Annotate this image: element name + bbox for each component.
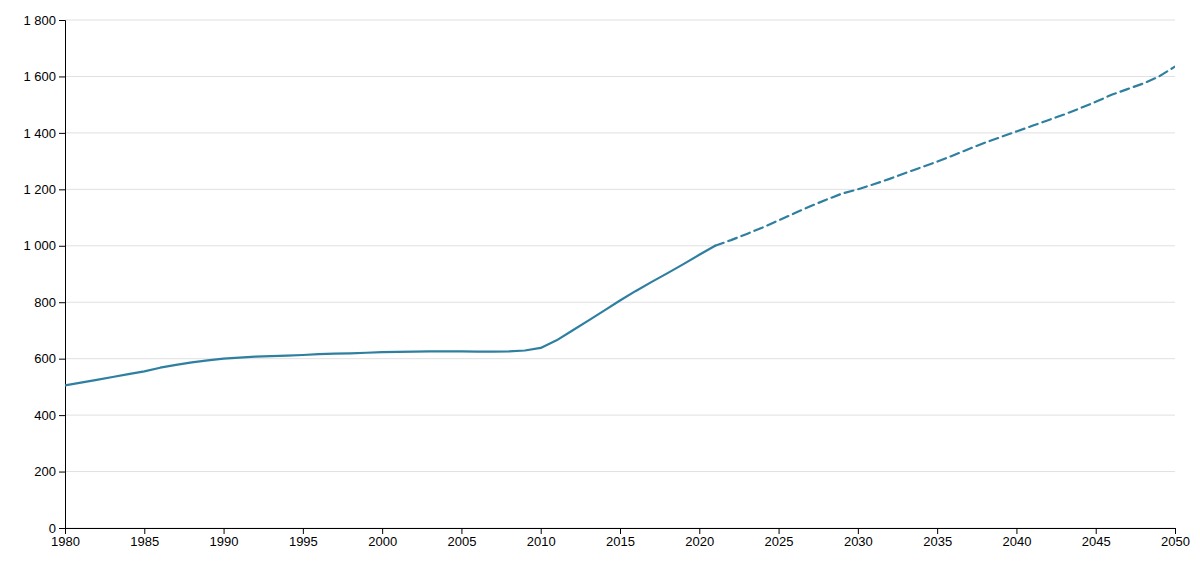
y-tick-label: 1 200: [23, 182, 56, 197]
x-tick-label: 2025: [765, 534, 794, 549]
grid-line: [65, 471, 1175, 472]
x-tick-label: 1980: [51, 534, 80, 549]
line: [715, 67, 1175, 246]
y-tick-mark: [59, 76, 65, 77]
x-tick: 2005: [447, 528, 476, 549]
y-axis-line: [59, 21, 66, 529]
y-tick: 600: [34, 351, 65, 366]
y-tick: 200: [34, 464, 65, 479]
y-tick: 1 800: [23, 13, 65, 28]
plot-area: 1980198519901995200020052010201520202025…: [23, 13, 1190, 550]
x-tick-mark: [461, 528, 462, 534]
x-tick-label: 2000: [368, 534, 397, 549]
x-axis: 1980 1985 1990 1995 2000 2005 2010 2015 2020 2025…: [51, 528, 1190, 549]
grid-line: [65, 76, 1175, 77]
x-tick-mark: [858, 528, 859, 534]
y-tick-mark: [59, 133, 65, 134]
x-tick: 2010: [527, 528, 556, 549]
x-tick-mark: [382, 528, 383, 534]
x-tick: 1995: [289, 528, 318, 549]
x-axis-line: [66, 529, 1176, 535]
x-tick-mark: [1096, 528, 1097, 534]
y-tick-mark: [59, 472, 65, 473]
x-tick-mark: [779, 528, 780, 534]
y-tick: 800: [34, 295, 65, 310]
lines: [65, 67, 1175, 386]
grid-line: [65, 245, 1175, 246]
y-tick-mark: [59, 528, 65, 529]
x-tick-label: 2020: [685, 534, 714, 549]
chart: 1980198519901995200020052010201520202025…: [0, 0, 1200, 568]
x-tick-label: 1995: [289, 534, 318, 549]
y-tick-label: 1 800: [23, 13, 56, 28]
x-tick-mark: [937, 528, 938, 534]
y-tick-label: 1 000: [23, 238, 56, 253]
y-tick-label: 600: [34, 351, 56, 366]
x-tick-label: 2035: [923, 534, 952, 549]
line: [65, 246, 715, 386]
x-tick: 2040: [1002, 528, 1031, 549]
grid-line: [65, 20, 1175, 21]
x-tick-mark: [620, 528, 621, 534]
x-tick: 1990: [210, 528, 239, 549]
y-tick: 0: [49, 521, 65, 536]
x-tick-label: 2050: [1161, 534, 1190, 549]
y-tick-mark: [59, 359, 65, 360]
y-tick-label: 400: [34, 408, 56, 423]
x-tick-label: 2015: [606, 534, 635, 549]
x-tick: 2025: [765, 528, 794, 549]
y-tick: 1 200: [23, 182, 65, 197]
x-tick: 2050: [1161, 528, 1190, 549]
grid-line: [65, 189, 1175, 190]
y-tick: 1 600: [23, 69, 65, 84]
y-tick-label: 200: [34, 464, 56, 479]
x-tick-label: 1990: [210, 534, 239, 549]
grid-line: [65, 415, 1175, 416]
y-tick: 1 000: [23, 238, 65, 253]
y-axis: 0 200 400 600 800 1 000 1 200 1 400 1 600 1 800: [23, 13, 65, 536]
y-tick-mark: [59, 20, 65, 21]
x-tick: 1985: [130, 528, 159, 549]
x-tick: 2045: [1082, 528, 1111, 549]
x-tick: 2000: [368, 528, 397, 549]
x-tick-label: 2005: [447, 534, 476, 549]
x-tick-mark: [541, 528, 542, 534]
x-tick: 2030: [844, 528, 873, 549]
x-tick-mark: [1175, 528, 1176, 534]
y-tick-mark: [59, 415, 65, 416]
y-tick-label: 800: [34, 295, 56, 310]
x-tick-label: 2045: [1082, 534, 1111, 549]
x-tick-label: 2030: [844, 534, 873, 549]
grid: [65, 20, 1175, 528]
x-tick-label: 2010: [527, 534, 556, 549]
y-tick-label: 1 600: [23, 69, 56, 84]
grid-line: [65, 302, 1175, 303]
x-tick-label: 1985: [130, 534, 159, 549]
y-tick-label: 0: [49, 521, 56, 536]
y-tick-mark: [59, 302, 65, 303]
x-tick-mark: [699, 528, 700, 534]
x-tick-label: 2040: [1002, 534, 1031, 549]
x-tick: 2035: [923, 528, 952, 549]
y-tick-label: 1 400: [23, 126, 56, 141]
y-tick: 1 400: [23, 126, 65, 141]
x-tick-mark: [144, 528, 145, 534]
x-tick-mark: [1016, 528, 1017, 534]
y-tick-mark: [59, 189, 65, 190]
y-tick: 400: [34, 408, 65, 423]
x-tick: 2020: [685, 528, 714, 549]
x-tick-mark: [303, 528, 304, 534]
x-tick: 2015: [606, 528, 635, 549]
x-tick-mark: [224, 528, 225, 534]
y-tick-mark: [59, 246, 65, 247]
